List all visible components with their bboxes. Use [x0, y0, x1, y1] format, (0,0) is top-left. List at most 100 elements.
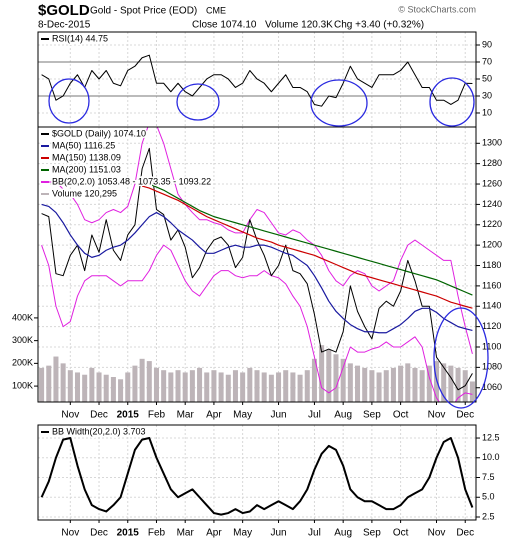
y-tick-label: 1180: [482, 260, 501, 270]
y-tick-label: 1100: [482, 341, 501, 351]
volume-bar: [232, 370, 238, 402]
panel: 10 30 50 70 90 RSI(14) 44.75: [37, 31, 492, 128]
copyright: © StockCharts.com: [398, 4, 476, 14]
ma-line: [141, 185, 473, 309]
volume-bar: [326, 349, 332, 402]
change: Chg +3.40 (+0.32%): [334, 20, 424, 31]
date: 8-Dec-2015: [38, 20, 91, 31]
x-tick-label: Aug: [334, 528, 352, 539]
x-tick-label: Nov: [61, 410, 79, 421]
x-tick-label: Nov: [428, 528, 446, 539]
y-tick-label: 2.5: [482, 511, 495, 521]
y-tick-label: 50: [482, 73, 492, 83]
ma-line: [41, 203, 473, 334]
volume-bar: [340, 358, 346, 402]
x-tick-label: Dec: [456, 410, 474, 421]
volume-bar: [53, 356, 59, 402]
volume-bar: [218, 372, 224, 402]
y-tick-label: 1280: [482, 158, 502, 168]
x-tick-label: 2015: [117, 528, 140, 539]
series-line: [41, 147, 473, 391]
y-tick-label: 12.5: [482, 432, 500, 442]
volume-bar: [390, 367, 396, 402]
y-tick-label: 1140: [482, 301, 501, 311]
x-tick-label: Apr: [206, 528, 222, 539]
volume-bar: [369, 370, 375, 402]
volume-bar: [118, 379, 124, 402]
x-tick-label: Sep: [363, 410, 381, 421]
x-tick-label: Oct: [393, 528, 409, 539]
x-tick-label: Jun: [270, 410, 286, 421]
x-tick-label: Nov: [61, 528, 79, 539]
volume-bar: [290, 372, 296, 402]
volume-bar: [153, 367, 159, 402]
highlight-circle: [310, 79, 368, 127]
volume-bar: [376, 372, 382, 402]
volume-bar: [398, 365, 404, 402]
volume-bar: [96, 372, 102, 402]
volume-bar: [448, 365, 454, 402]
volume-bar: [46, 365, 52, 402]
y-tick-label: 1200: [482, 240, 502, 250]
volume-bar: [441, 363, 447, 402]
highlight-circle: [48, 78, 90, 124]
y-tick-label: 90: [482, 39, 492, 49]
volume-bar: [211, 370, 217, 402]
volume-bar: [311, 358, 317, 402]
volume-bar: [333, 354, 339, 402]
volume-bar: [383, 370, 389, 402]
volume-bar: [469, 381, 475, 402]
y-tick-label: 1220: [482, 219, 502, 229]
volume-bar: [204, 372, 210, 402]
legend-label: MA(200) 1151.03: [52, 164, 121, 174]
volume-bar: [146, 361, 152, 402]
legend-label: BB Width(20,2.0) 3.703: [52, 426, 146, 436]
volume-bar: [182, 372, 188, 402]
x-tick-label: May: [233, 410, 252, 421]
highlight-circle: [433, 307, 489, 409]
x-tick-label: Aug: [334, 410, 352, 421]
y-tick-label: 1300: [482, 138, 502, 148]
y-tick-label: 30: [482, 90, 492, 100]
volume-bar: [89, 367, 95, 402]
volume-bar: [455, 367, 461, 402]
volume-bar: [247, 367, 253, 402]
x-tick-label: Sep: [363, 528, 381, 539]
exchange: CME: [206, 5, 226, 15]
y-tick-label: 10: [482, 107, 492, 117]
volume-bar: [125, 372, 131, 402]
volume-bar: [297, 374, 303, 402]
volume-bar: [175, 370, 181, 402]
volume-bar: [268, 374, 274, 402]
volume-bar: [161, 370, 167, 402]
volume-bar: [74, 372, 81, 402]
y-tick-label: 7.5: [482, 472, 495, 482]
volume-bar: [139, 358, 145, 402]
y-tick-label: 70: [482, 56, 492, 66]
volume-bar: [189, 370, 195, 402]
x-tick-label: 2015: [117, 410, 140, 421]
legend-label: $GOLD (Daily) 1074.10: [52, 128, 146, 138]
x-tick-label: Nov: [428, 410, 446, 421]
volume-bar: [197, 367, 203, 402]
volume-bar: [412, 367, 418, 402]
series-layer: [41, 54, 473, 107]
volume-bar: [103, 374, 109, 402]
volume-bar: [110, 377, 116, 402]
x-tick-label: Dec: [90, 410, 108, 421]
x-tick-label: Feb: [148, 528, 166, 539]
volume-bar: [132, 365, 138, 402]
plot-area: [38, 127, 476, 402]
volume: Volume 120.3K: [265, 20, 333, 31]
volume-bar: [261, 372, 267, 402]
volume-bar: [276, 372, 282, 402]
y-tick-label: 1120: [482, 321, 501, 331]
x-tick-label: Dec: [90, 528, 108, 539]
y-tick-label: 1240: [482, 199, 502, 209]
y2-tick-label: 200K: [12, 358, 33, 368]
symbol: $GOLD: [38, 2, 90, 19]
volume-bar: [283, 370, 289, 402]
volume-bar: [67, 370, 73, 402]
bb-upper: [41, 127, 473, 355]
